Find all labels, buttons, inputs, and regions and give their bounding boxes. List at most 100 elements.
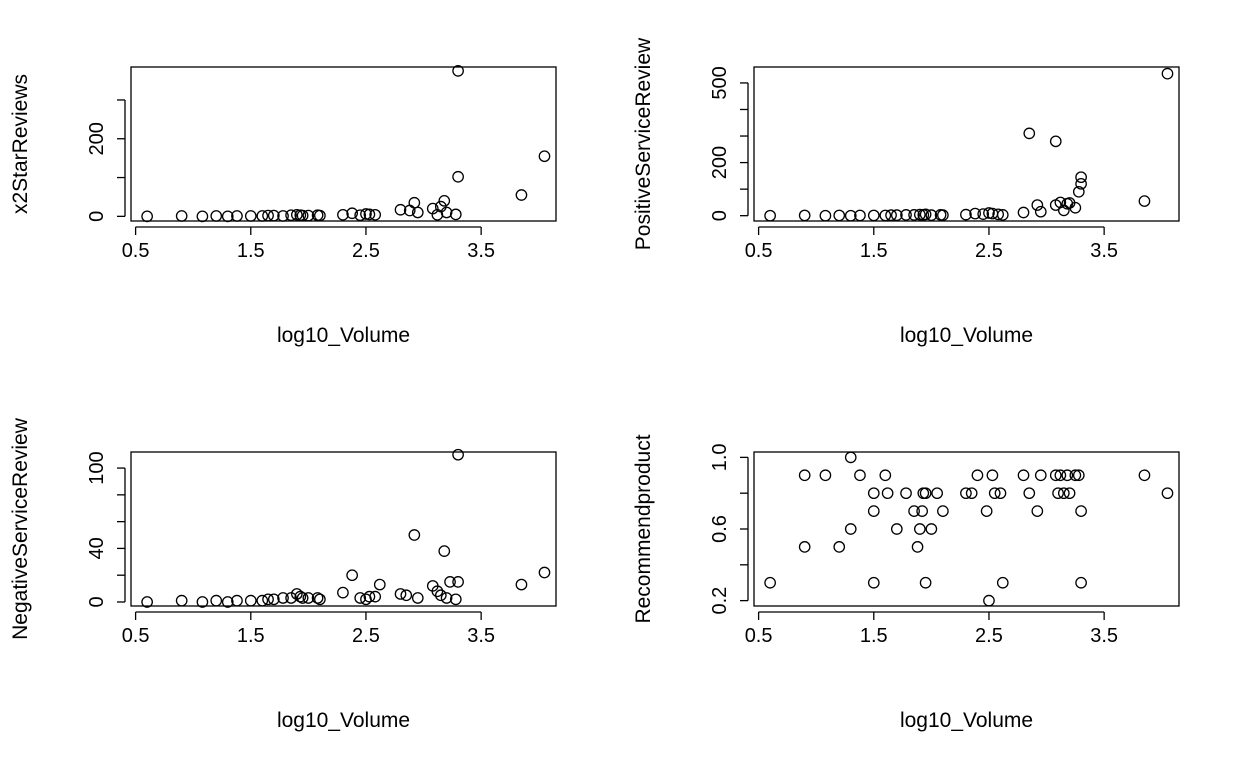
data-point: [960, 208, 972, 221]
data-point: [285, 209, 297, 222]
data-point: [1034, 469, 1047, 482]
data-point: [867, 576, 880, 589]
y-tick-label: 0: [86, 596, 108, 607]
data-point: [890, 523, 903, 535]
data-point: [1031, 505, 1044, 517]
data-point: [798, 469, 811, 482]
data-point: [919, 208, 932, 221]
y-axis-label: NegativeServiceReview: [9, 417, 32, 640]
data-point: [302, 592, 315, 604]
data-point: [1057, 204, 1070, 217]
data-point: [925, 523, 938, 535]
data-point: [452, 65, 464, 77]
data-point: [798, 541, 811, 553]
data-point: [764, 576, 776, 589]
y-tick-label: 1.0: [709, 443, 731, 471]
scatter-panel-3: 0.5 1.5 2.5 3.5 log10_Volume 0 40 100 NegativeSe…: [9, 417, 557, 732]
data-point: [314, 593, 326, 606]
x-axis-label: log10_Volume: [900, 709, 1033, 732]
data-point: [515, 189, 528, 201]
data-point: [1017, 206, 1030, 219]
plot-box: [130, 66, 557, 222]
data-point: [900, 487, 912, 500]
y-tick-label: 0: [86, 211, 108, 222]
data-point: [244, 210, 257, 222]
data-point: [175, 594, 188, 607]
data-point: [221, 596, 234, 608]
data-point: [925, 209, 938, 222]
x-tick-label: 1.5: [860, 625, 888, 647]
y-tick-label: 100: [86, 451, 108, 484]
data-point: [444, 576, 456, 588]
data-point: [931, 487, 943, 500]
data-point: [434, 589, 447, 602]
data-point: [994, 487, 1007, 500]
data-point: [854, 209, 866, 222]
data-point: [965, 487, 978, 500]
data-point: [911, 541, 924, 553]
data-point: [354, 209, 367, 222]
data-point: [980, 505, 993, 517]
data-point: [262, 209, 274, 222]
data-point: [285, 592, 297, 604]
x-tick-label: 2.5: [352, 625, 380, 647]
data-point: [440, 592, 453, 604]
data-point: [867, 487, 880, 500]
data-point: [262, 593, 274, 606]
data-point: [141, 596, 153, 608]
x-tick-label: 0.5: [745, 625, 773, 647]
data-point: [408, 529, 421, 541]
plot-box: [130, 451, 557, 607]
data-point: [267, 593, 280, 606]
data-point: [919, 576, 932, 589]
data-point: [833, 209, 846, 222]
data-point: [196, 210, 209, 223]
data-point: [854, 469, 866, 482]
data-point: [1072, 185, 1085, 198]
x-tick-label: 0.5: [122, 240, 150, 262]
data-point: [1075, 171, 1087, 184]
data-point: [879, 209, 892, 222]
data-point: [363, 590, 376, 603]
data-point: [337, 586, 349, 599]
data-point: [296, 592, 309, 604]
data-point: [1138, 195, 1151, 207]
x-tick-label: 0.5: [745, 240, 773, 262]
data-point: [337, 208, 349, 221]
y-axis-label: Recommendproduct: [632, 434, 655, 623]
data-point: [1063, 487, 1076, 500]
data-point: [438, 545, 451, 557]
data-point: [960, 487, 972, 500]
x-axis-label: log10_Volume: [277, 709, 410, 732]
scatter-panel-4: 0.5 1.5 2.5 3.5 log10_Volume 0.2 0.6 1.0 Recomme…: [632, 434, 1180, 732]
data-point: [1161, 67, 1174, 80]
data-point: [449, 208, 462, 221]
data-point: [937, 505, 949, 517]
data-point: [1161, 487, 1174, 500]
data-point: [1138, 469, 1151, 482]
data-point: [346, 569, 358, 582]
y-tick-label: 200: [86, 122, 108, 155]
data-point: [400, 589, 413, 602]
data-point: [764, 209, 776, 222]
data-point: [221, 210, 234, 223]
data-point: [844, 523, 857, 535]
data-point: [996, 209, 1009, 221]
data-point: [1017, 469, 1030, 482]
data-point: [914, 208, 926, 221]
data-point: [908, 209, 920, 221]
data-point: [411, 206, 424, 219]
x-tick-label: 1.5: [860, 240, 888, 262]
data-point: [1075, 177, 1087, 190]
data-point: [515, 578, 528, 591]
data-point: [291, 588, 303, 600]
data-point: [311, 592, 324, 604]
data-point: [1075, 505, 1087, 517]
data-point: [1054, 469, 1067, 482]
data-point: [1069, 469, 1082, 482]
data-point: [394, 203, 407, 216]
data-point: [969, 207, 981, 220]
data-point: [833, 541, 846, 553]
data-point: [452, 576, 464, 588]
data-point: [294, 590, 307, 603]
